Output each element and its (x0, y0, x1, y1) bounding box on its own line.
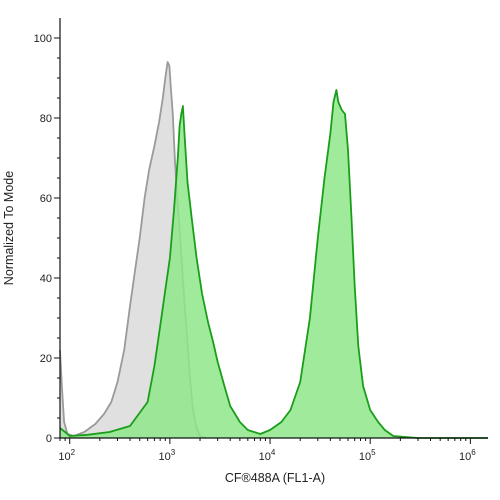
x-tick-label: 106 (459, 448, 476, 463)
x-ticks: 102 103 104 105 106 (58, 438, 476, 463)
x-tick-label: 104 (259, 448, 276, 463)
series-layer (59, 61, 488, 439)
y-ticks: 0 20 40 60 80 100 (34, 33, 60, 445)
x-tick-label: 105 (359, 448, 376, 463)
series-2-line (59, 89, 488, 439)
y-tick-label: 100 (34, 33, 52, 45)
y-tick-label: 80 (40, 113, 52, 125)
y-axis-title: Normalized To Mode (2, 171, 16, 285)
y-tick-label: 20 (40, 353, 52, 365)
x-axis-title: CF®488A (FL1-A) (225, 471, 325, 485)
y-tick-label: 0 (46, 433, 52, 445)
series-2-area (60, 90, 488, 438)
y-tick-label: 60 (40, 193, 52, 205)
x-tick-label: 102 (58, 448, 75, 463)
x-tick-label: 103 (159, 448, 176, 463)
y-tick-label: 40 (40, 273, 52, 285)
